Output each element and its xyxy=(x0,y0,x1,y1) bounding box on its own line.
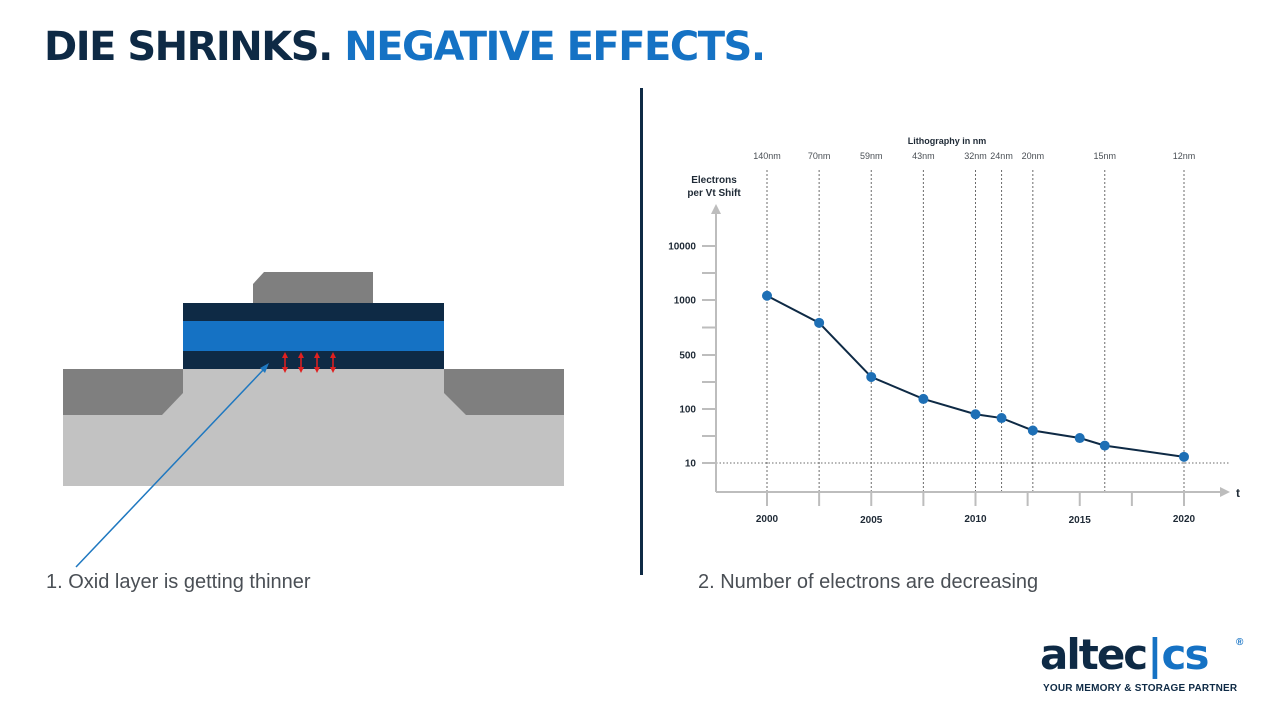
caption-electrons: 2. Number of electrons are decreasing xyxy=(698,571,1039,593)
node-label: 15nm xyxy=(1094,151,1117,161)
title-part-1: DIE SHRINKS. xyxy=(44,24,333,70)
electron-arrows xyxy=(282,352,336,373)
data-point xyxy=(1179,451,1189,462)
data-point xyxy=(762,290,772,301)
node-label: 32nm xyxy=(964,151,987,161)
logo-separator: | xyxy=(1147,630,1162,679)
source-region xyxy=(63,369,183,415)
double-arrow-icon xyxy=(282,352,288,373)
logo-altec: altec xyxy=(1040,630,1148,679)
node-label: 140nm xyxy=(753,151,781,161)
chart-title: Lithography in nm xyxy=(908,136,987,146)
oxide-layer xyxy=(183,351,444,369)
data-point xyxy=(970,409,981,420)
node-label: 43nm xyxy=(912,151,935,161)
logo-cs: cs xyxy=(1161,630,1210,679)
y-axis-label-line1: Electrons xyxy=(691,175,737,186)
series-line xyxy=(766,294,1185,458)
electrons-chart: Lithography in nm Electrons per Vt Shift… xyxy=(668,136,1240,526)
data-point xyxy=(1099,440,1110,451)
data-point xyxy=(996,413,1007,424)
x-tick-label: 2010 xyxy=(964,514,987,525)
y-tick-label: 1000 xyxy=(674,296,697,307)
drain-region xyxy=(444,369,564,415)
caption-oxide-layer: 1. Oxid layer is getting thinner xyxy=(46,571,311,593)
altec-cs-logo: altec|cs ® YOUR MEMORY & STORAGE PARTNER xyxy=(1040,630,1250,698)
data-point xyxy=(866,371,877,382)
chart-axes xyxy=(711,204,1230,497)
logo-tagline: YOUR MEMORY & STORAGE PARTNER xyxy=(1043,683,1238,694)
x-tick-label: 2005 xyxy=(860,515,883,526)
double-arrow-icon xyxy=(298,352,304,373)
y-tick-label: 10 xyxy=(685,459,697,470)
slide-title: DIE SHRINKS. NEGATIVE EFFECTS. xyxy=(44,22,766,72)
control-gate-layer xyxy=(183,303,444,321)
pointer-arrow xyxy=(75,363,269,568)
registered-mark: ® xyxy=(1236,637,1244,648)
y-axis-label-line2: per Vt Shift xyxy=(687,188,741,199)
floating-gate-layer xyxy=(183,321,444,351)
node-label: 59nm xyxy=(860,151,883,161)
double-arrow-icon xyxy=(330,352,336,373)
x-tick-label: 2000 xyxy=(756,514,779,525)
title-part-2: NEGATIVE EFFECTS. xyxy=(344,24,766,70)
data-point xyxy=(1074,433,1085,444)
node-label: 24nm xyxy=(990,151,1013,161)
data-point xyxy=(1027,425,1038,436)
x-tick-label: 2015 xyxy=(1069,515,1092,526)
logo-wordmark: altec|cs xyxy=(1040,630,1210,680)
y-tick-label: 10000 xyxy=(668,242,696,253)
x-axis-label: t xyxy=(1236,486,1240,500)
node-label: 20nm xyxy=(1022,151,1045,161)
x-tick-label: 2020 xyxy=(1173,514,1196,525)
gate-contact xyxy=(253,272,373,303)
y-tick-label: 100 xyxy=(679,405,696,416)
node-label: 70nm xyxy=(808,151,831,161)
data-point xyxy=(918,393,929,404)
y-tick-label: 500 xyxy=(679,351,696,362)
node-label: 12nm xyxy=(1173,151,1196,161)
double-arrow-icon xyxy=(314,352,320,373)
transistor-diagram xyxy=(63,272,564,568)
data-point xyxy=(814,317,825,328)
vertical-divider xyxy=(640,88,643,575)
